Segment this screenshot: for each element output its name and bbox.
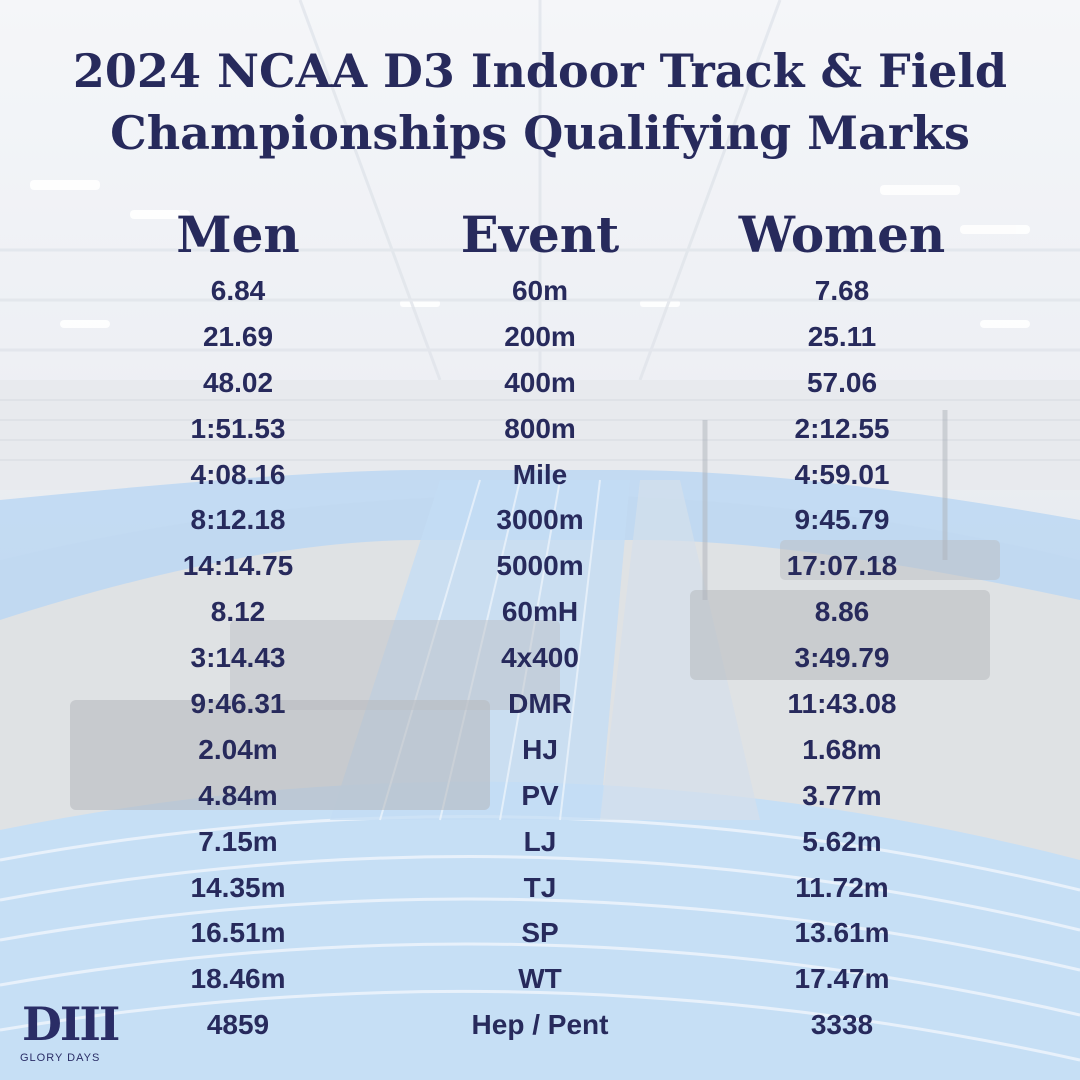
event-name: LJ [523,825,557,857]
women-mark: 8.86 [814,596,870,628]
table-row: 16.51m SP 13.61m [0,910,1080,956]
table-row: 1:51.53 800m 2:12.55 [0,406,1080,452]
event-name: 4x400 [501,642,579,674]
event-name: Hep / Pent [471,1009,609,1041]
table-row: 4859 Hep / Pent 3338 [0,1002,1080,1048]
men-mark: 4859 [206,1009,270,1041]
women-mark: 5.62m [802,825,882,857]
men-mark: 14.35m [190,871,286,903]
table-row: 6.84 60m 7.68 [0,268,1080,314]
men-mark: 8.12 [210,596,266,628]
glory-days-logo: DIII GLORY DAYS [18,997,120,1070]
men-mark: 4:08.16 [190,458,286,490]
table-row: 21.69 200m 25.11 [0,314,1080,360]
event-name: WT [518,963,562,995]
event-name: 60m [511,275,569,306]
table-row: 48.02 400m 57.06 [0,360,1080,406]
event-name: 5000m [496,550,584,582]
women-mark: 17.47m [794,963,890,995]
event-name: PV [521,779,559,811]
event-name: DMR [508,688,572,720]
column-header-women: Women [738,205,946,264]
table-row: 3:14.43 4x400 3:49.79 [0,635,1080,681]
column-header-event: Event [460,205,620,264]
table-row: 8:12.18 3000m 9:45.79 [0,497,1080,543]
men-mark: 1:51.53 [190,412,286,444]
event-name: 60mH [501,596,579,628]
logo-mark: DIII [22,997,120,1051]
men-mark: 4.84m [198,779,278,811]
women-mark: 9:45.79 [794,504,890,536]
marks-table: 6.84 60m 7.68 21.69 200m 25.11 48.02 400m 57.06 1… [0,268,1080,1048]
women-mark: 1.68m [802,733,882,765]
men-mark: 14:14.75 [182,550,294,582]
men-mark: 9:46.31 [190,688,286,720]
women-mark: 3338 [810,1009,874,1041]
men-mark: 21.69 [202,320,274,352]
women-mark: 11.72m [795,871,889,903]
title-line-2: Championships Qualifying Marks [110,106,970,160]
women-mark: 11:43.08 [787,688,897,720]
table-row: 4.84m PV 3.77m [0,773,1080,819]
table-row: 9:46.31 DMR 11:43.08 [0,681,1080,727]
event-name: HJ [522,733,558,765]
event-name: TJ [523,871,557,903]
women-mark: 2:12.55 [794,412,890,444]
men-mark: 16.51m [190,917,286,949]
women-mark: 25.11 [807,320,877,352]
women-mark: 57.06 [806,366,878,398]
event-name: 400m [504,366,576,398]
page-title: 2024 NCAA D3 Indoor Track & Field Champi… [0,40,1080,164]
women-mark: 3:49.79 [794,642,890,674]
women-mark: 17:07.18 [786,550,898,582]
table-row: 14:14.75 5000m 17:07.18 [0,543,1080,589]
event-name: SP [521,917,559,949]
event-name: 800m [504,412,576,444]
men-mark: 3:14.43 [190,642,286,674]
column-header-men: Men [176,205,300,264]
men-mark: 8:12.18 [190,504,286,536]
women-mark: 13.61m [794,917,890,949]
men-mark: 6.84 [210,275,266,306]
women-mark: 3.77m [802,779,882,811]
title-line-1: 2024 NCAA D3 Indoor Track & Field [72,44,1008,98]
table-row: 8.12 60mH 8.86 [0,589,1080,635]
logo-text: GLORY DAYS [20,1052,101,1064]
event-name: 200m [504,320,576,352]
table-row: 4:08.16 Mile 4:59.01 [0,452,1080,498]
men-mark: 48.02 [202,366,274,398]
table-row: 18.46m WT 17.47m [0,956,1080,1002]
women-mark: 4:59.01 [794,458,890,490]
men-mark: 18.46m [190,963,286,995]
table-row: 7.15m LJ 5.62m [0,819,1080,865]
event-name: 3000m [496,504,584,536]
event-name: Mile [512,458,568,490]
table-row: 2.04m HJ 1.68m [0,727,1080,773]
men-mark: 2.04m [198,733,278,765]
women-mark: 7.68 [814,275,870,306]
table-row: 14.35m TJ 11.72m [0,865,1080,911]
men-mark: 7.15m [198,825,278,857]
